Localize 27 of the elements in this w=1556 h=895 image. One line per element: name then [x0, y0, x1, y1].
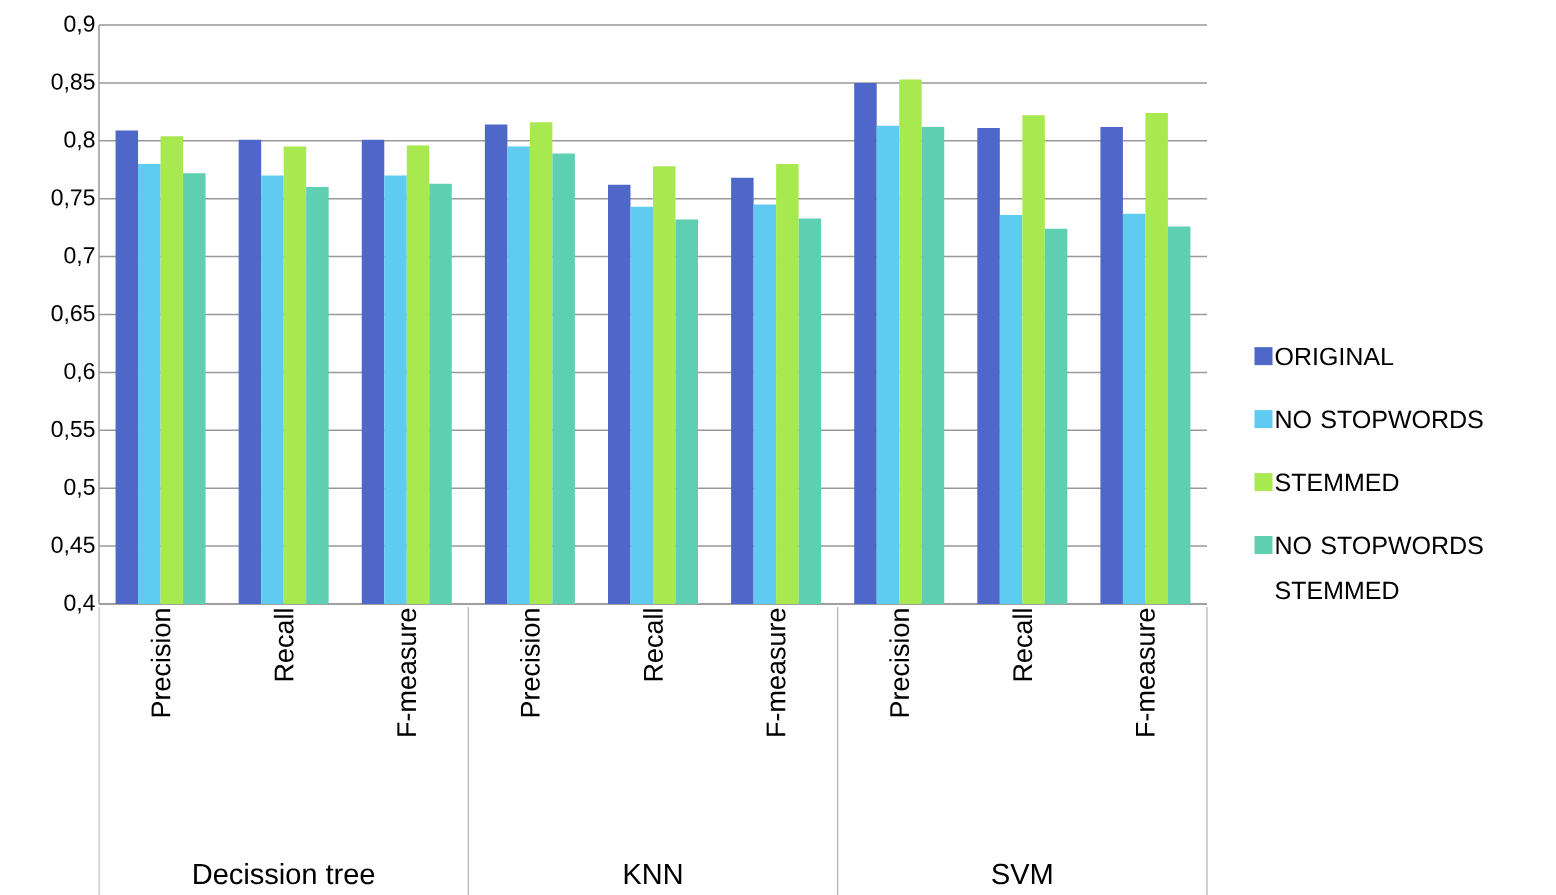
y-tick-label: 0,8 — [64, 131, 95, 151]
text: KNN — [624, 864, 682, 884]
x-tick-label: Precision — [889, 609, 910, 717]
x-tick-label: Precision — [150, 609, 171, 717]
x-tick-label: F-measure — [397, 608, 417, 736]
y-tick-label: 0,85 — [51, 73, 95, 93]
y-tick-label: 0,75 — [51, 189, 95, 209]
legend-label: NO STOPWORDS STEMMED — [1275, 536, 1483, 600]
legend-label: ORIGINAL — [1275, 347, 1394, 366]
text: Decission tree — [194, 862, 375, 885]
x-tick-label: Precision — [519, 609, 540, 717]
x-tick-label: F-measure — [1136, 608, 1155, 736]
x-tick-label: Recall — [1012, 609, 1033, 681]
y-tick-label: 0,5 — [64, 478, 95, 498]
y-tick-label: 0,45 — [51, 536, 95, 556]
x-tick-label: Recall — [273, 609, 294, 681]
y-tick-label: 0,7 — [64, 247, 95, 267]
y-tick-label: 0,4 — [64, 594, 95, 614]
y-tick-label: 0,9 — [64, 15, 95, 35]
text: SVM — [992, 863, 1052, 885]
y-tick-label: 0,6 — [64, 362, 95, 382]
x-tick-label: F-measure — [766, 608, 786, 736]
y-tick-label: 0,55 — [51, 420, 95, 440]
legend-label: STEMMED — [1275, 473, 1399, 492]
x-tick-label: Recall — [643, 609, 663, 681]
legend-label: NO STOPWORDS — [1276, 410, 1483, 429]
y-tick-label: 0,65 — [51, 305, 95, 325]
